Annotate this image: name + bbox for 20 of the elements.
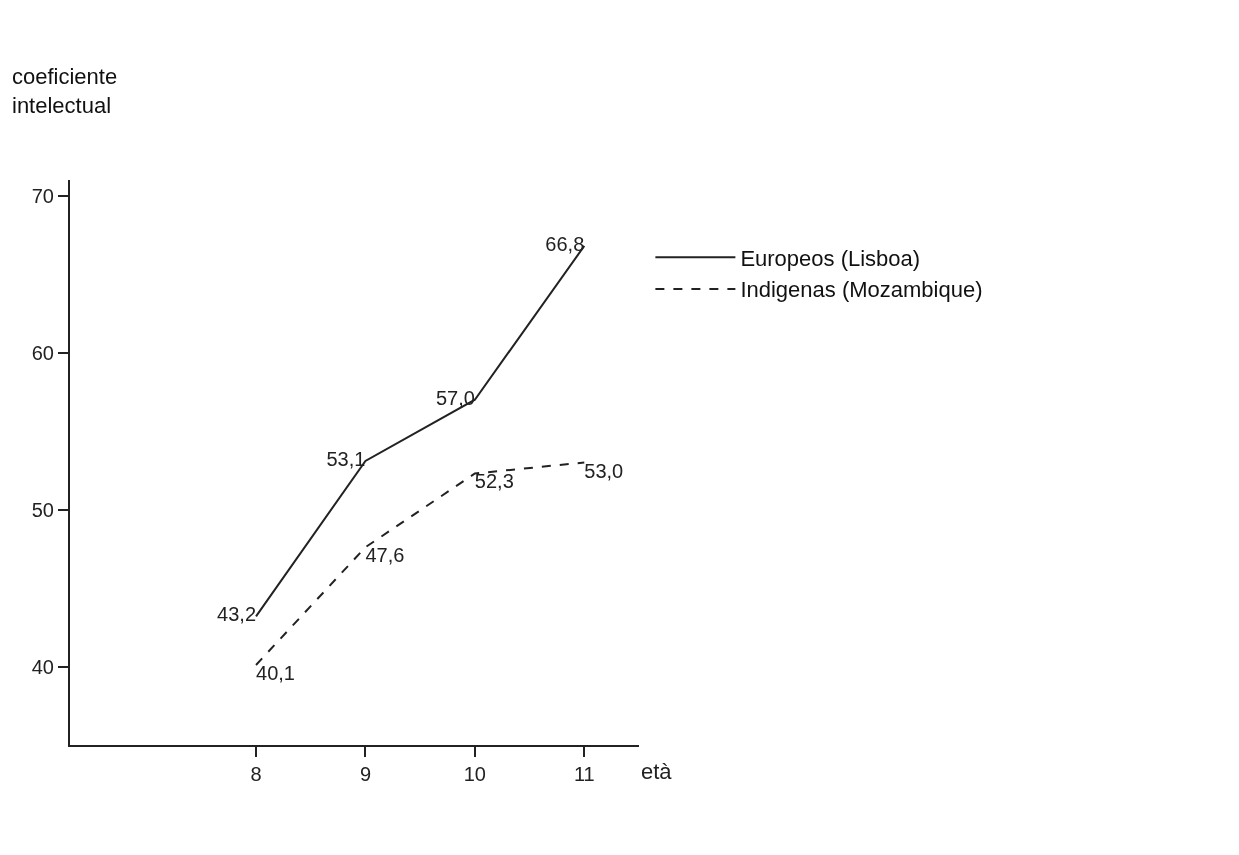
data-label: 53,1: [326, 447, 366, 470]
legend-label: Europeos (Lisboa): [740, 245, 921, 271]
data-label: 43,2: [217, 603, 257, 626]
x-axis-title: età: [641, 759, 673, 784]
data-label: 57,0: [435, 386, 475, 409]
data-label: 66,8: [545, 232, 585, 255]
x-tick-label: 9: [359, 763, 371, 785]
y-tick-label: 60: [31, 341, 54, 364]
x-tick-label: 10: [463, 763, 486, 785]
data-label: 53,0: [584, 459, 624, 482]
y-tick-label: 50: [31, 498, 54, 521]
data-label: 40,1: [256, 661, 295, 684]
x-tick-label: 8: [250, 763, 262, 785]
y-axis-title: coeficiente intelectual: [12, 64, 118, 118]
data-label: 47,6: [365, 544, 405, 567]
legend-label: Indigenas (Mozambique): [740, 277, 983, 303]
y-tick-label: 40: [31, 655, 54, 678]
y-tick-label: 70: [31, 184, 54, 207]
data-label: 52,3: [474, 470, 514, 493]
x-tick-label: 11: [573, 763, 595, 785]
